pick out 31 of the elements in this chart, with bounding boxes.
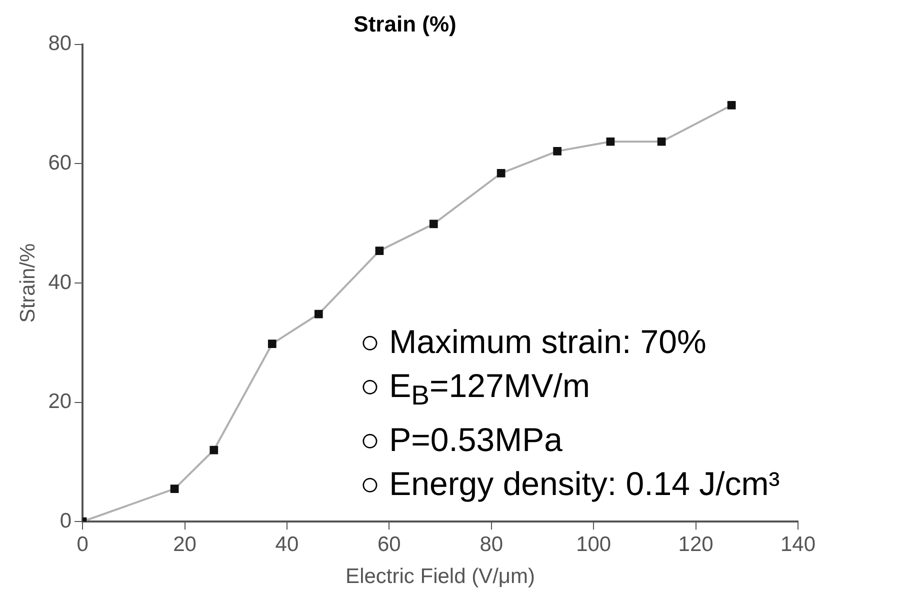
y-tick-label: 0 [60, 509, 72, 532]
y-tick-label: 20 [48, 390, 72, 414]
point [429, 220, 438, 228]
point [314, 310, 323, 318]
chart-title: Strain (%) [354, 11, 456, 36]
annotation: ○ Maximum strain: 70% [360, 322, 708, 362]
point [170, 484, 179, 493]
x-tick-label: 100 [576, 532, 612, 556]
point [268, 340, 276, 348]
y-axis-title: Strain/% [16, 243, 40, 323]
x-tick-label: 40 [275, 532, 299, 556]
point [375, 246, 384, 255]
point [210, 446, 218, 454]
point [657, 137, 666, 146]
y-tick-label: 40 [48, 270, 72, 294]
annotation: ○ P=0.53MPa [360, 420, 564, 460]
x-axis-title: Electric Field (V/μm) [346, 565, 536, 588]
point [606, 137, 615, 146]
x-tick-label: 60 [377, 532, 401, 556]
point [727, 101, 736, 110]
point [496, 169, 506, 178]
y-tick-label: 60 [48, 151, 72, 174]
annotation: ○ Energy density: 0.14 J/cm³ [360, 464, 780, 504]
annotation: ○ E$_{B}$=127MV/m [360, 366, 591, 413]
y-tick-label: 80 [48, 32, 72, 56]
x-tick-label: 20 [173, 532, 196, 556]
x-tick-label: 140 [780, 532, 816, 556]
point [553, 146, 562, 156]
x-tick-label: 0 [76, 532, 88, 556]
x-tick-label: 120 [678, 532, 714, 556]
x-tick-label: 80 [480, 532, 504, 556]
